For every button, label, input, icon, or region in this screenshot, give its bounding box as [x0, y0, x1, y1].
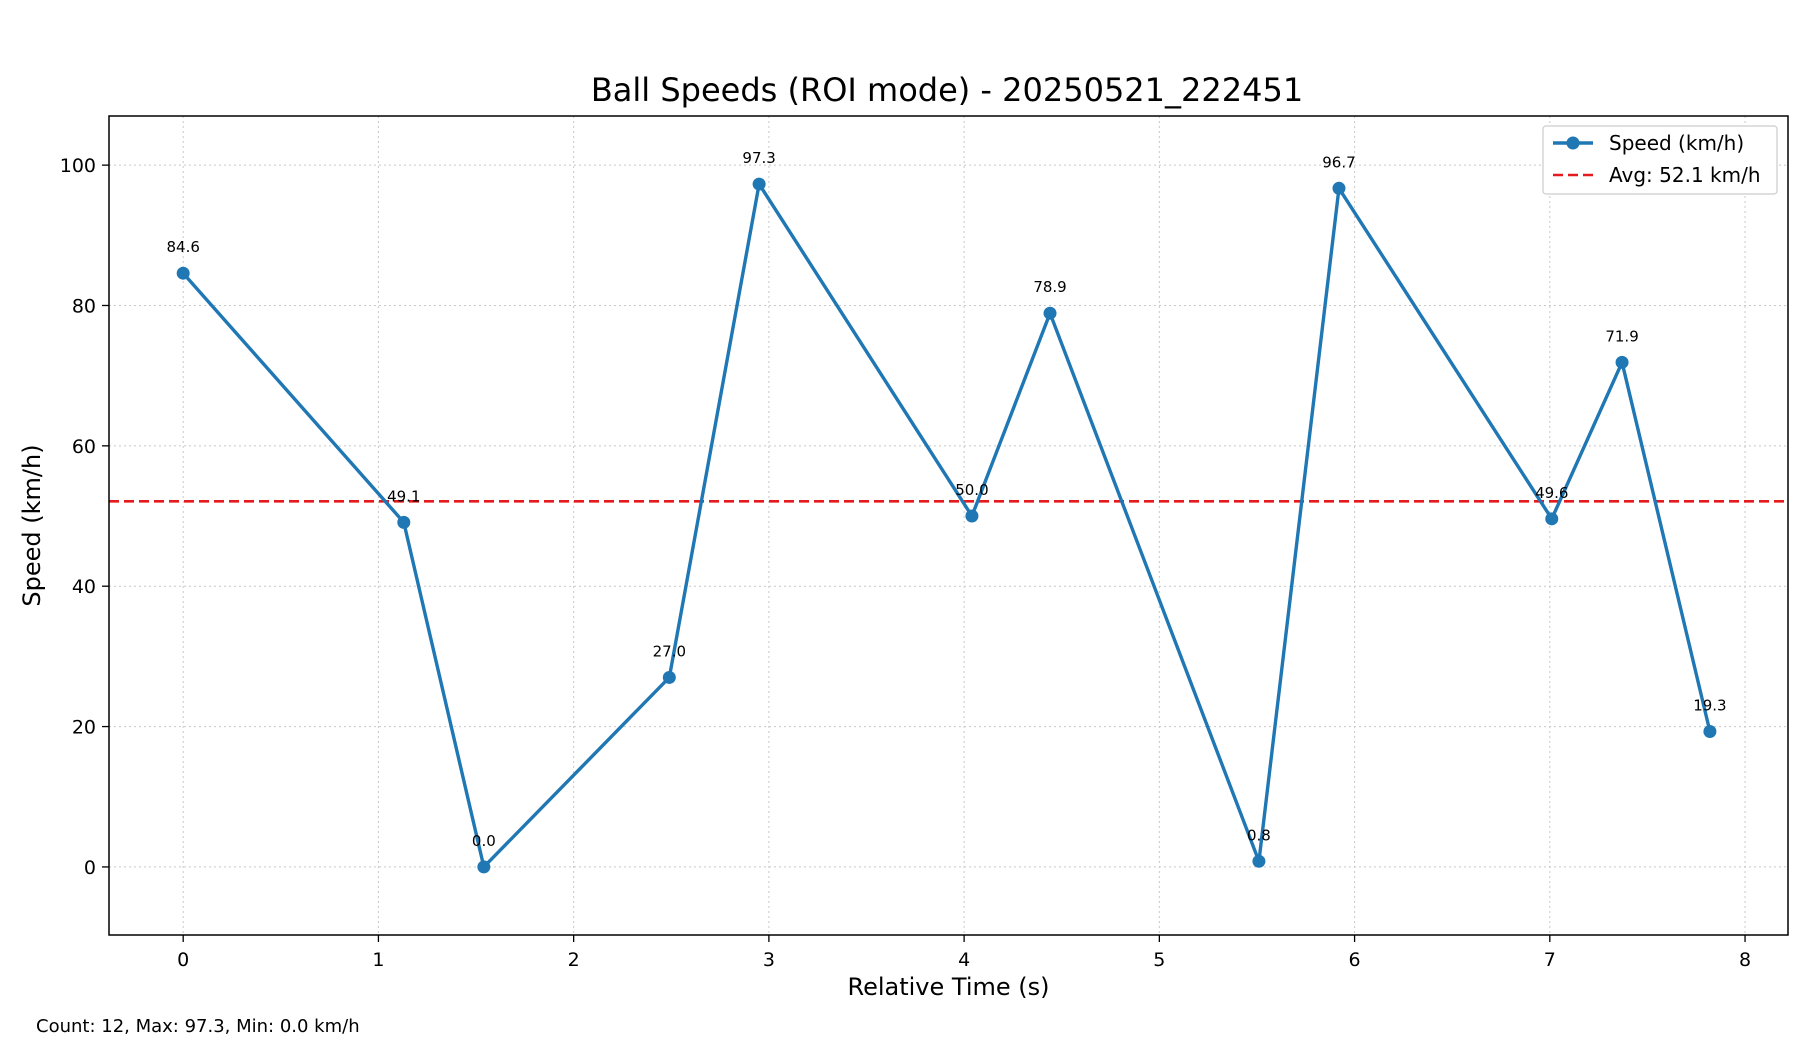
x-tick-label: 3 — [763, 949, 775, 971]
y-tick-label: 60 — [72, 436, 96, 458]
speed-data-point — [1545, 512, 1559, 526]
y-tick-label: 20 — [72, 717, 96, 739]
x-axis-label: Relative Time (s) — [847, 973, 1049, 1001]
data-label: 19.3 — [1693, 696, 1726, 714]
speed-data-point — [1252, 854, 1266, 868]
x-tick-label: 2 — [568, 949, 580, 971]
data-label: 71.9 — [1605, 327, 1638, 345]
speed-data-point — [176, 266, 190, 280]
speed-data-point — [1703, 724, 1717, 738]
legend: Speed (km/h) Avg: 52.1 km/h — [1542, 125, 1778, 195]
x-tick-label: 0 — [177, 949, 189, 971]
data-label: 49.1 — [387, 487, 420, 505]
x-tick-label: 6 — [1349, 949, 1361, 971]
data-label: 49.6 — [1535, 484, 1568, 502]
data-label: 84.6 — [166, 238, 199, 256]
x-tick-label: 4 — [958, 949, 970, 971]
y-tick-label: 40 — [72, 576, 96, 598]
speed-series-group — [176, 177, 1717, 874]
legend-average-label: Avg: 52.1 km/h — [1609, 163, 1761, 187]
summary-stats: Count: 12, Max: 97.3, Min: 0.0 km/h — [36, 1016, 360, 1037]
speed-data-point — [752, 177, 766, 191]
grid-lines — [109, 116, 1788, 935]
y-axis-label: Speed (km/h) — [18, 444, 46, 606]
y-tick-label: 0 — [84, 857, 96, 879]
legend-series-marker — [1566, 136, 1580, 150]
speed-data-point — [965, 509, 979, 523]
y-tick-label: 100 — [60, 155, 96, 177]
data-label: 0.8 — [1247, 826, 1271, 844]
data-labels-group: 84.6 49.1 0.0 27.0 97.3 50.0 78.9 0.8 96.7 49.6 71… — [166, 149, 1726, 850]
x-tick-label: 5 — [1153, 949, 1165, 971]
speed-data-point — [397, 515, 411, 529]
x-axis-ticks: 0 1 2 3 4 5 6 7 8 — [177, 935, 1751, 971]
data-label: 0.0 — [472, 832, 496, 850]
chart-title: Ball Speeds (ROI mode) - 20250521_222451 — [591, 71, 1303, 109]
x-tick-label: 8 — [1739, 949, 1751, 971]
y-tick-label: 80 — [72, 295, 96, 317]
x-tick-label: 1 — [372, 949, 384, 971]
data-label: 50.0 — [955, 481, 988, 499]
speed-data-point — [1332, 181, 1346, 195]
data-label: 96.7 — [1322, 153, 1355, 171]
speed-series-line — [181, 182, 1712, 869]
legend-box — [1542, 125, 1778, 195]
legend-series-label: Speed (km/h) — [1609, 131, 1744, 155]
x-tick-label: 7 — [1544, 949, 1556, 971]
plot-frame — [108, 115, 1789, 936]
speed-data-point — [1043, 306, 1057, 320]
y-axis-ticks: 0 20 40 60 80 100 — [60, 155, 109, 879]
data-label: 78.9 — [1033, 278, 1066, 296]
speed-data-point — [477, 860, 491, 874]
speed-data-point — [662, 670, 676, 684]
speed-data-point — [1615, 355, 1629, 369]
data-label: 27.0 — [653, 642, 686, 660]
data-label: 97.3 — [742, 149, 775, 167]
